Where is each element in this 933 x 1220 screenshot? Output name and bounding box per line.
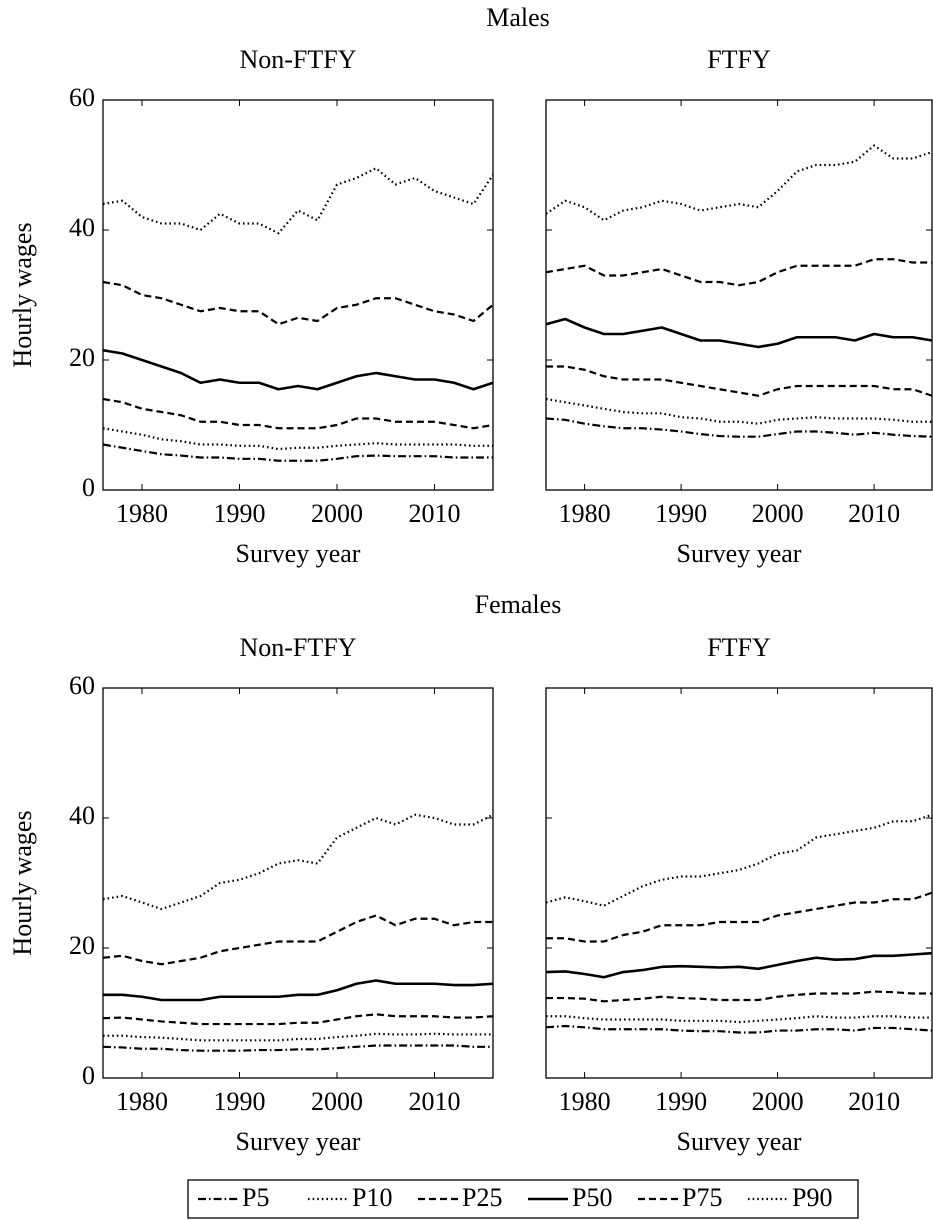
plot-frame [102, 99, 494, 491]
x-tick-label: 1980 [116, 499, 168, 528]
data-line [102, 167, 494, 235]
x-axis-label: Survey year [677, 1127, 802, 1156]
x-tick-label: 2010 [409, 499, 461, 528]
group-title: Females [475, 590, 562, 619]
plot-frame [102, 687, 494, 1079]
data-line [546, 1015, 932, 1024]
data-line [102, 443, 493, 462]
data-line [102, 813, 494, 911]
y-axis-label: Hourly wages [8, 810, 37, 955]
data-line [545, 258, 932, 287]
data-line [102, 914, 493, 966]
data-line [102, 427, 493, 451]
y-axis-label: Hourly wages [8, 222, 37, 367]
legend-box [187, 1179, 859, 1219]
data-line [545, 1024, 933, 1034]
data-line [102, 348, 494, 391]
y-tick-label: 40 [69, 213, 95, 242]
x-tick-label: 1990 [655, 499, 707, 528]
data-line [103, 1032, 493, 1042]
panel-title: FTFY [707, 45, 771, 74]
data-line [545, 951, 933, 979]
legend-label: P90 [792, 1183, 832, 1212]
legend-label: P75 [682, 1183, 722, 1212]
x-tick-label: 1990 [214, 499, 266, 528]
legend-label: P25 [462, 1183, 502, 1212]
x-tick-label: 2010 [848, 499, 900, 528]
x-tick-label: 1980 [559, 499, 611, 528]
panel-title: Non-FTFY [239, 633, 356, 662]
x-axis-label: Survey year [236, 539, 361, 568]
data-line [545, 144, 933, 222]
data-line [545, 417, 933, 438]
y-tick-label: 20 [69, 931, 95, 960]
data-line [545, 813, 933, 907]
group-title: Males [486, 3, 550, 32]
data-line [546, 891, 933, 943]
x-tick-label: 1990 [655, 1087, 707, 1116]
legend-label: P5 [242, 1183, 269, 1212]
y-tick-label: 40 [69, 801, 95, 830]
x-tick-label: 1980 [559, 1087, 611, 1116]
x-tick-label: 2010 [409, 1087, 461, 1116]
data-line [545, 397, 932, 425]
legend-label: P10 [352, 1183, 392, 1212]
x-tick-label: 1980 [116, 1087, 168, 1116]
y-tick-label: 20 [69, 343, 95, 372]
panel-title: FTFY [707, 633, 771, 662]
panel-title: Non-FTFY [239, 45, 356, 74]
plot-frame [545, 687, 933, 1079]
y-tick-label: 60 [69, 83, 95, 112]
data-line [546, 365, 933, 397]
x-axis-label: Survey year [236, 1127, 361, 1156]
y-tick-label: 0 [82, 1061, 95, 1090]
x-tick-label: 2010 [848, 1087, 900, 1116]
x-tick-label: 2000 [311, 1087, 363, 1116]
y-tick-label: 60 [69, 671, 95, 700]
plot-frame [545, 99, 933, 491]
data-line [546, 990, 932, 1003]
data-line [102, 280, 494, 326]
x-tick-label: 1990 [214, 1087, 266, 1116]
data-line [545, 317, 933, 349]
data-line [102, 1013, 494, 1026]
data-line [103, 979, 494, 1002]
y-tick-label: 0 [82, 473, 95, 502]
x-axis-label: Survey year [677, 539, 802, 568]
x-tick-label: 2000 [752, 1087, 804, 1116]
x-tick-label: 2000 [311, 499, 363, 528]
data-line [102, 397, 494, 430]
legend-label: P50 [572, 1183, 612, 1212]
data-line [102, 1044, 493, 1052]
x-tick-label: 2000 [752, 499, 804, 528]
